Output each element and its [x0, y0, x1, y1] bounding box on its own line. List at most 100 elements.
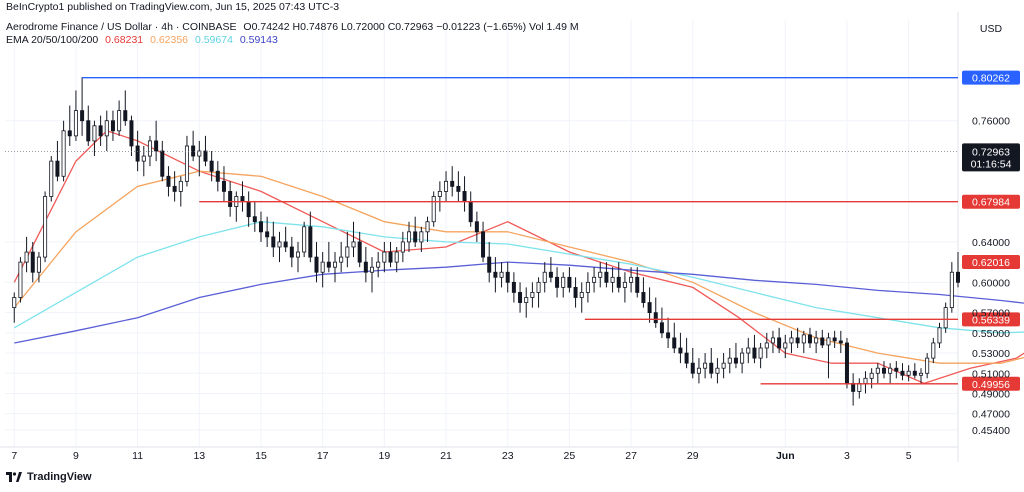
candle-body [358, 242, 361, 262]
candle-body [747, 348, 750, 353]
candle-body [111, 121, 114, 131]
candle-body [247, 202, 250, 217]
tradingview-brand: TradingView [27, 471, 92, 483]
last-price-label: 0.72963 [972, 146, 1010, 158]
candle-body [919, 373, 922, 375]
y-tick-label: 0.60000 [972, 277, 1010, 289]
tradingview-logo-icon [6, 472, 22, 482]
candle-body [377, 262, 380, 267]
candle-body [796, 338, 799, 343]
candle-body [778, 338, 781, 348]
candle-body [673, 338, 676, 348]
candle-body [148, 141, 151, 156]
volume-value: Vol 1.49 M [529, 21, 579, 33]
candle-body [481, 232, 484, 257]
candle-body [229, 191, 232, 206]
candle-body [444, 181, 447, 191]
candle-body [210, 161, 213, 171]
x-tick-label: 5 [906, 450, 912, 462]
high-label: H [292, 21, 300, 33]
candle-body [321, 262, 324, 272]
candle-body [926, 358, 929, 373]
candle-body [518, 292, 521, 302]
candle-body [259, 222, 262, 232]
candle-body [87, 121, 90, 141]
candle-body [352, 242, 355, 247]
candle-body [882, 368, 885, 373]
candle-body [389, 252, 392, 262]
candle-body [852, 383, 855, 391]
candle-body [179, 181, 182, 191]
candle-body [37, 257, 40, 272]
candle-body [611, 277, 614, 282]
candle-body [346, 247, 349, 257]
candle-body [562, 277, 565, 287]
ema100-value: 0.59674 [195, 34, 233, 46]
open-value: 0.74242 [252, 21, 290, 33]
candle-body [56, 161, 59, 176]
candle-body [253, 217, 256, 222]
candle-body [666, 333, 669, 338]
x-tick-label: 29 [687, 450, 699, 462]
candle-body [204, 151, 207, 161]
candle-body [704, 363, 707, 368]
candle-body [432, 196, 435, 221]
candle-body [722, 363, 725, 368]
candle-body [574, 287, 577, 297]
candle-body [475, 222, 478, 232]
candle-body [290, 247, 293, 257]
candle-body [525, 297, 528, 302]
candle-body [364, 262, 367, 272]
ema200-value: 0.59143 [240, 34, 278, 46]
candle-body [808, 335, 811, 343]
candle-body [25, 252, 28, 262]
candle-body [81, 111, 84, 121]
candle-body [309, 227, 312, 257]
candle-body [426, 222, 429, 232]
candle-body [173, 186, 176, 191]
candle-body [407, 232, 410, 242]
y-tick-label: 0.55000 [972, 328, 1010, 340]
candle-body [469, 202, 472, 222]
candle-body [839, 341, 842, 343]
candle-body [605, 272, 608, 282]
level-price-label: 0.80262 [972, 73, 1010, 85]
candle-body [642, 292, 645, 302]
candle-body [629, 277, 632, 282]
candle-body [759, 348, 762, 358]
candle-body [414, 232, 417, 242]
candle-body [549, 272, 552, 277]
candle-body [660, 323, 663, 333]
candle-body [555, 277, 558, 287]
candle-body [784, 343, 787, 348]
candle-body [932, 343, 935, 358]
ema-label: EMA 20/50/100/200 [6, 34, 98, 46]
x-tick-label: Jun [776, 450, 795, 462]
candle-body [457, 186, 460, 191]
close-value: 0.72963 [395, 21, 433, 33]
candle-body [815, 338, 818, 343]
candle-body [617, 277, 620, 287]
candle-body [827, 338, 830, 345]
tradingview-footer[interactable]: TradingView [6, 471, 92, 483]
candle-body [728, 358, 731, 363]
candle-body [222, 181, 225, 191]
candle-body [956, 272, 959, 282]
candle-body [697, 368, 700, 373]
x-tick-label: 23 [502, 450, 514, 462]
ema20-value: 0.68231 [105, 34, 143, 46]
candle-body [944, 308, 947, 328]
ema-legend: EMA 20/50/100/200 0.68231 0.62356 0.5967… [6, 34, 278, 47]
candle-body [488, 257, 491, 272]
candle-body [19, 262, 22, 297]
candle-body [451, 181, 454, 186]
candle-body [167, 176, 170, 186]
candle-body [401, 242, 404, 252]
candle-body [161, 151, 164, 176]
candle-body [858, 383, 861, 391]
candle-body [315, 257, 318, 272]
candle-body [716, 368, 719, 373]
x-tick-label: 27 [625, 450, 637, 462]
